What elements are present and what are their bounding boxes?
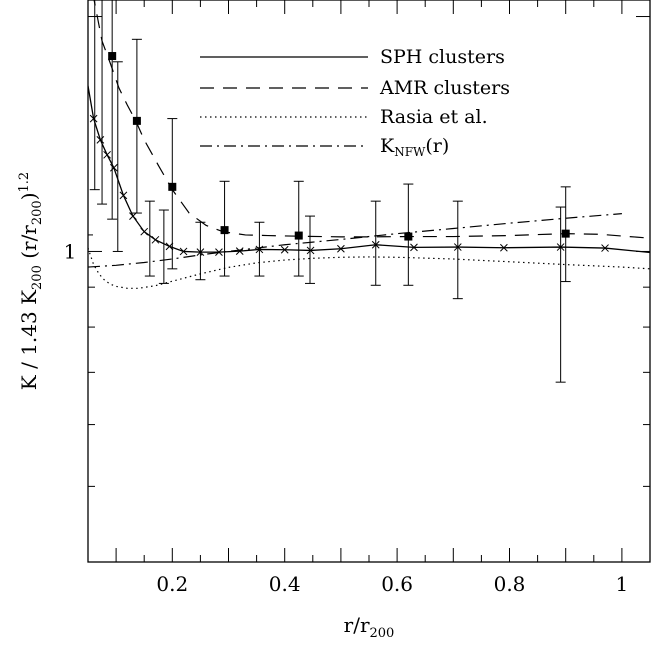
amr-point — [133, 117, 141, 125]
amr-point — [221, 226, 229, 234]
y-tick-labels: 1 — [64, 239, 77, 263]
legend-label-sph: SPH clusters — [380, 46, 505, 68]
sph-point — [120, 192, 127, 199]
x-tick-label: 0.2 — [156, 572, 188, 596]
sph-point — [110, 164, 117, 171]
legend: SPH clusters AMR clusters Rasia et al. K… — [200, 46, 510, 159]
sph-point — [97, 136, 104, 143]
error-bar — [113, 62, 123, 252]
x-tick-labels: 0.2 0.4 0.6 0.8 1 — [156, 572, 628, 596]
error-bar — [371, 201, 381, 285]
sph-point — [141, 228, 148, 235]
amr-point — [295, 232, 303, 240]
amr-point — [562, 230, 570, 238]
error-bar — [83, 0, 93, 235]
y-tick-label: 1 — [64, 239, 77, 263]
x-tick-label: 0.4 — [269, 572, 301, 596]
error-bar — [107, 0, 117, 219]
x-tick-label: 0.6 — [381, 572, 413, 596]
sph-point — [104, 151, 111, 158]
amr-point — [168, 183, 176, 191]
error-bar — [90, 0, 100, 190]
svg-text:K / 1.43 K200 (r/r200)1.2: K / 1.43 K200 (r/r200)1.2 — [17, 172, 45, 390]
data-markers — [90, 52, 608, 256]
y-axis-label: K / 1.43 K200 (r/r200)1.2 — [17, 172, 45, 390]
sph-point — [152, 236, 159, 243]
legend-label-amr: AMR clusters — [379, 77, 510, 99]
error-bar — [195, 222, 205, 279]
series-line-3 — [88, 214, 622, 267]
error-bar — [159, 210, 169, 283]
x-tick-label: 1 — [616, 572, 629, 596]
x-axis-label: r/r200 — [344, 613, 395, 641]
error-bar — [132, 39, 142, 213]
legend-label-rasia: Rasia et al. — [380, 106, 488, 128]
x-tick-label: 0.8 — [494, 572, 526, 596]
amr-point — [108, 52, 116, 60]
sph-point — [129, 213, 136, 220]
error-bar — [294, 181, 304, 276]
amr-point — [404, 233, 412, 241]
legend-label-knfw: KNFW(r) — [380, 135, 449, 159]
error-bar — [97, 0, 107, 204]
